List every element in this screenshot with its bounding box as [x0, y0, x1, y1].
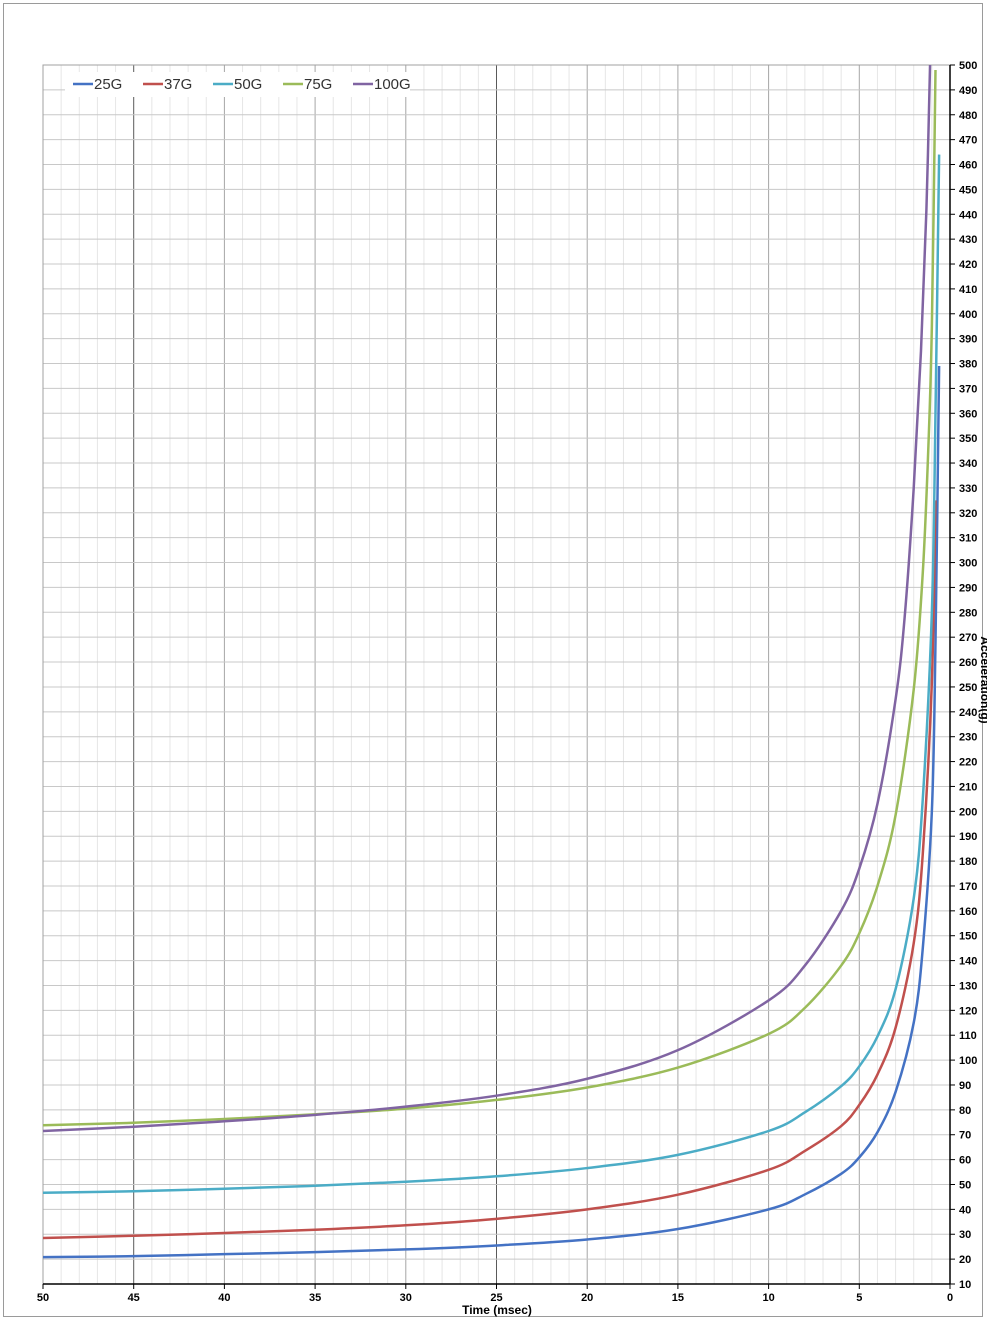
y-tick-label: 10	[959, 1279, 971, 1291]
x-axis-title: Time (msec)	[462, 1303, 532, 1317]
y-tick-label: 120	[959, 1005, 977, 1017]
y-tick-label: 500	[959, 60, 977, 72]
y-tick-label: 240	[959, 707, 977, 719]
y-tick-label: 160	[959, 906, 977, 918]
series-line-100G	[43, 65, 932, 1133]
y-tick-label: 90	[959, 1080, 971, 1092]
y-tick-label: 390	[959, 334, 977, 346]
y-tick-label: 140	[959, 956, 977, 968]
series-lines	[43, 65, 941, 1259]
legend-label: 37G	[164, 76, 192, 93]
y-tick-label: 280	[959, 607, 977, 619]
y-tick-label: 430	[959, 234, 977, 246]
y-tick-label: 50	[959, 1179, 971, 1191]
y-tick-label: 20	[959, 1254, 971, 1266]
y-tick-label: 300	[959, 558, 977, 570]
y-tick-label: 460	[959, 160, 977, 172]
legend-label: 25G	[94, 76, 122, 93]
y-tick-label: 60	[959, 1155, 971, 1167]
y-axis-title: Acceleration(g)	[978, 636, 987, 723]
grid	[42, 64, 951, 1285]
y-tick-label: 200	[959, 806, 977, 818]
y-tick-label: 350	[959, 433, 977, 445]
y-tick-label: 470	[959, 135, 977, 147]
y-tick-label: 310	[959, 533, 977, 545]
x-tick-label: 50	[37, 1292, 49, 1304]
y-tick-label: 440	[959, 209, 977, 221]
x-tick-label: 45	[128, 1292, 140, 1304]
x-tick-label: 15	[672, 1292, 684, 1304]
y-tick-label: 450	[959, 184, 977, 196]
y-tick-label: 480	[959, 110, 977, 122]
y-tick-label: 30	[959, 1229, 971, 1241]
legend-label: 100G	[374, 76, 411, 93]
y-tick-label: 170	[959, 881, 977, 893]
y-tick-label: 40	[959, 1204, 971, 1216]
y-tick-label: 110	[959, 1030, 977, 1042]
legend-label: 75G	[304, 76, 332, 93]
y-tick-label: 370	[959, 383, 977, 395]
y-tick-label: 380	[959, 359, 977, 371]
y-tick-label: 80	[959, 1105, 971, 1117]
y-tick-label: 330	[959, 483, 977, 495]
y-tick-label: 400	[959, 309, 977, 321]
legend-background	[65, 72, 410, 97]
y-tick-label: 260	[959, 657, 977, 669]
x-tick-label: 40	[218, 1292, 230, 1304]
y-tick-label: 190	[959, 831, 977, 843]
series-line-75G	[43, 69, 937, 1127]
y-tick-label: 100	[959, 1055, 977, 1067]
y-tick-label: 420	[959, 259, 977, 271]
y-tick-label: 290	[959, 582, 977, 594]
chart-frame	[3, 3, 983, 1317]
x-tick-label: 25	[490, 1292, 502, 1304]
y-tick-label: 130	[959, 980, 977, 992]
y-tick-label: 180	[959, 856, 977, 868]
x-tick-label: 20	[581, 1292, 593, 1304]
y-tick-label: 210	[959, 781, 977, 793]
y-tick-label: 70	[959, 1130, 971, 1142]
y-tick-label: 250	[959, 682, 977, 694]
y-tick-label: 490	[959, 85, 977, 97]
series-line-37G	[43, 500, 937, 1240]
y-tick-label: 230	[959, 732, 977, 744]
y-tick-label: 360	[959, 408, 977, 420]
legend: 25G 37G 50G 75G 100G	[65, 72, 411, 97]
x-tick-label: 10	[762, 1292, 774, 1304]
x-tick-label: 0	[947, 1292, 953, 1304]
y-tick-label: 220	[959, 757, 977, 769]
y-tick-label: 340	[959, 458, 977, 470]
y-tick-label: 270	[959, 632, 977, 644]
series-line-25G	[43, 366, 941, 1259]
series-line-50G	[43, 154, 941, 1194]
legend-label: 50G	[234, 76, 262, 93]
x-tick-label: 30	[400, 1292, 412, 1304]
y-tick-label: 320	[959, 508, 977, 520]
x-tick-label: 35	[309, 1292, 321, 1304]
y-tick-label: 410	[959, 284, 977, 296]
x-tick-label: 5	[856, 1292, 862, 1304]
y-tick-label: 150	[959, 931, 977, 943]
